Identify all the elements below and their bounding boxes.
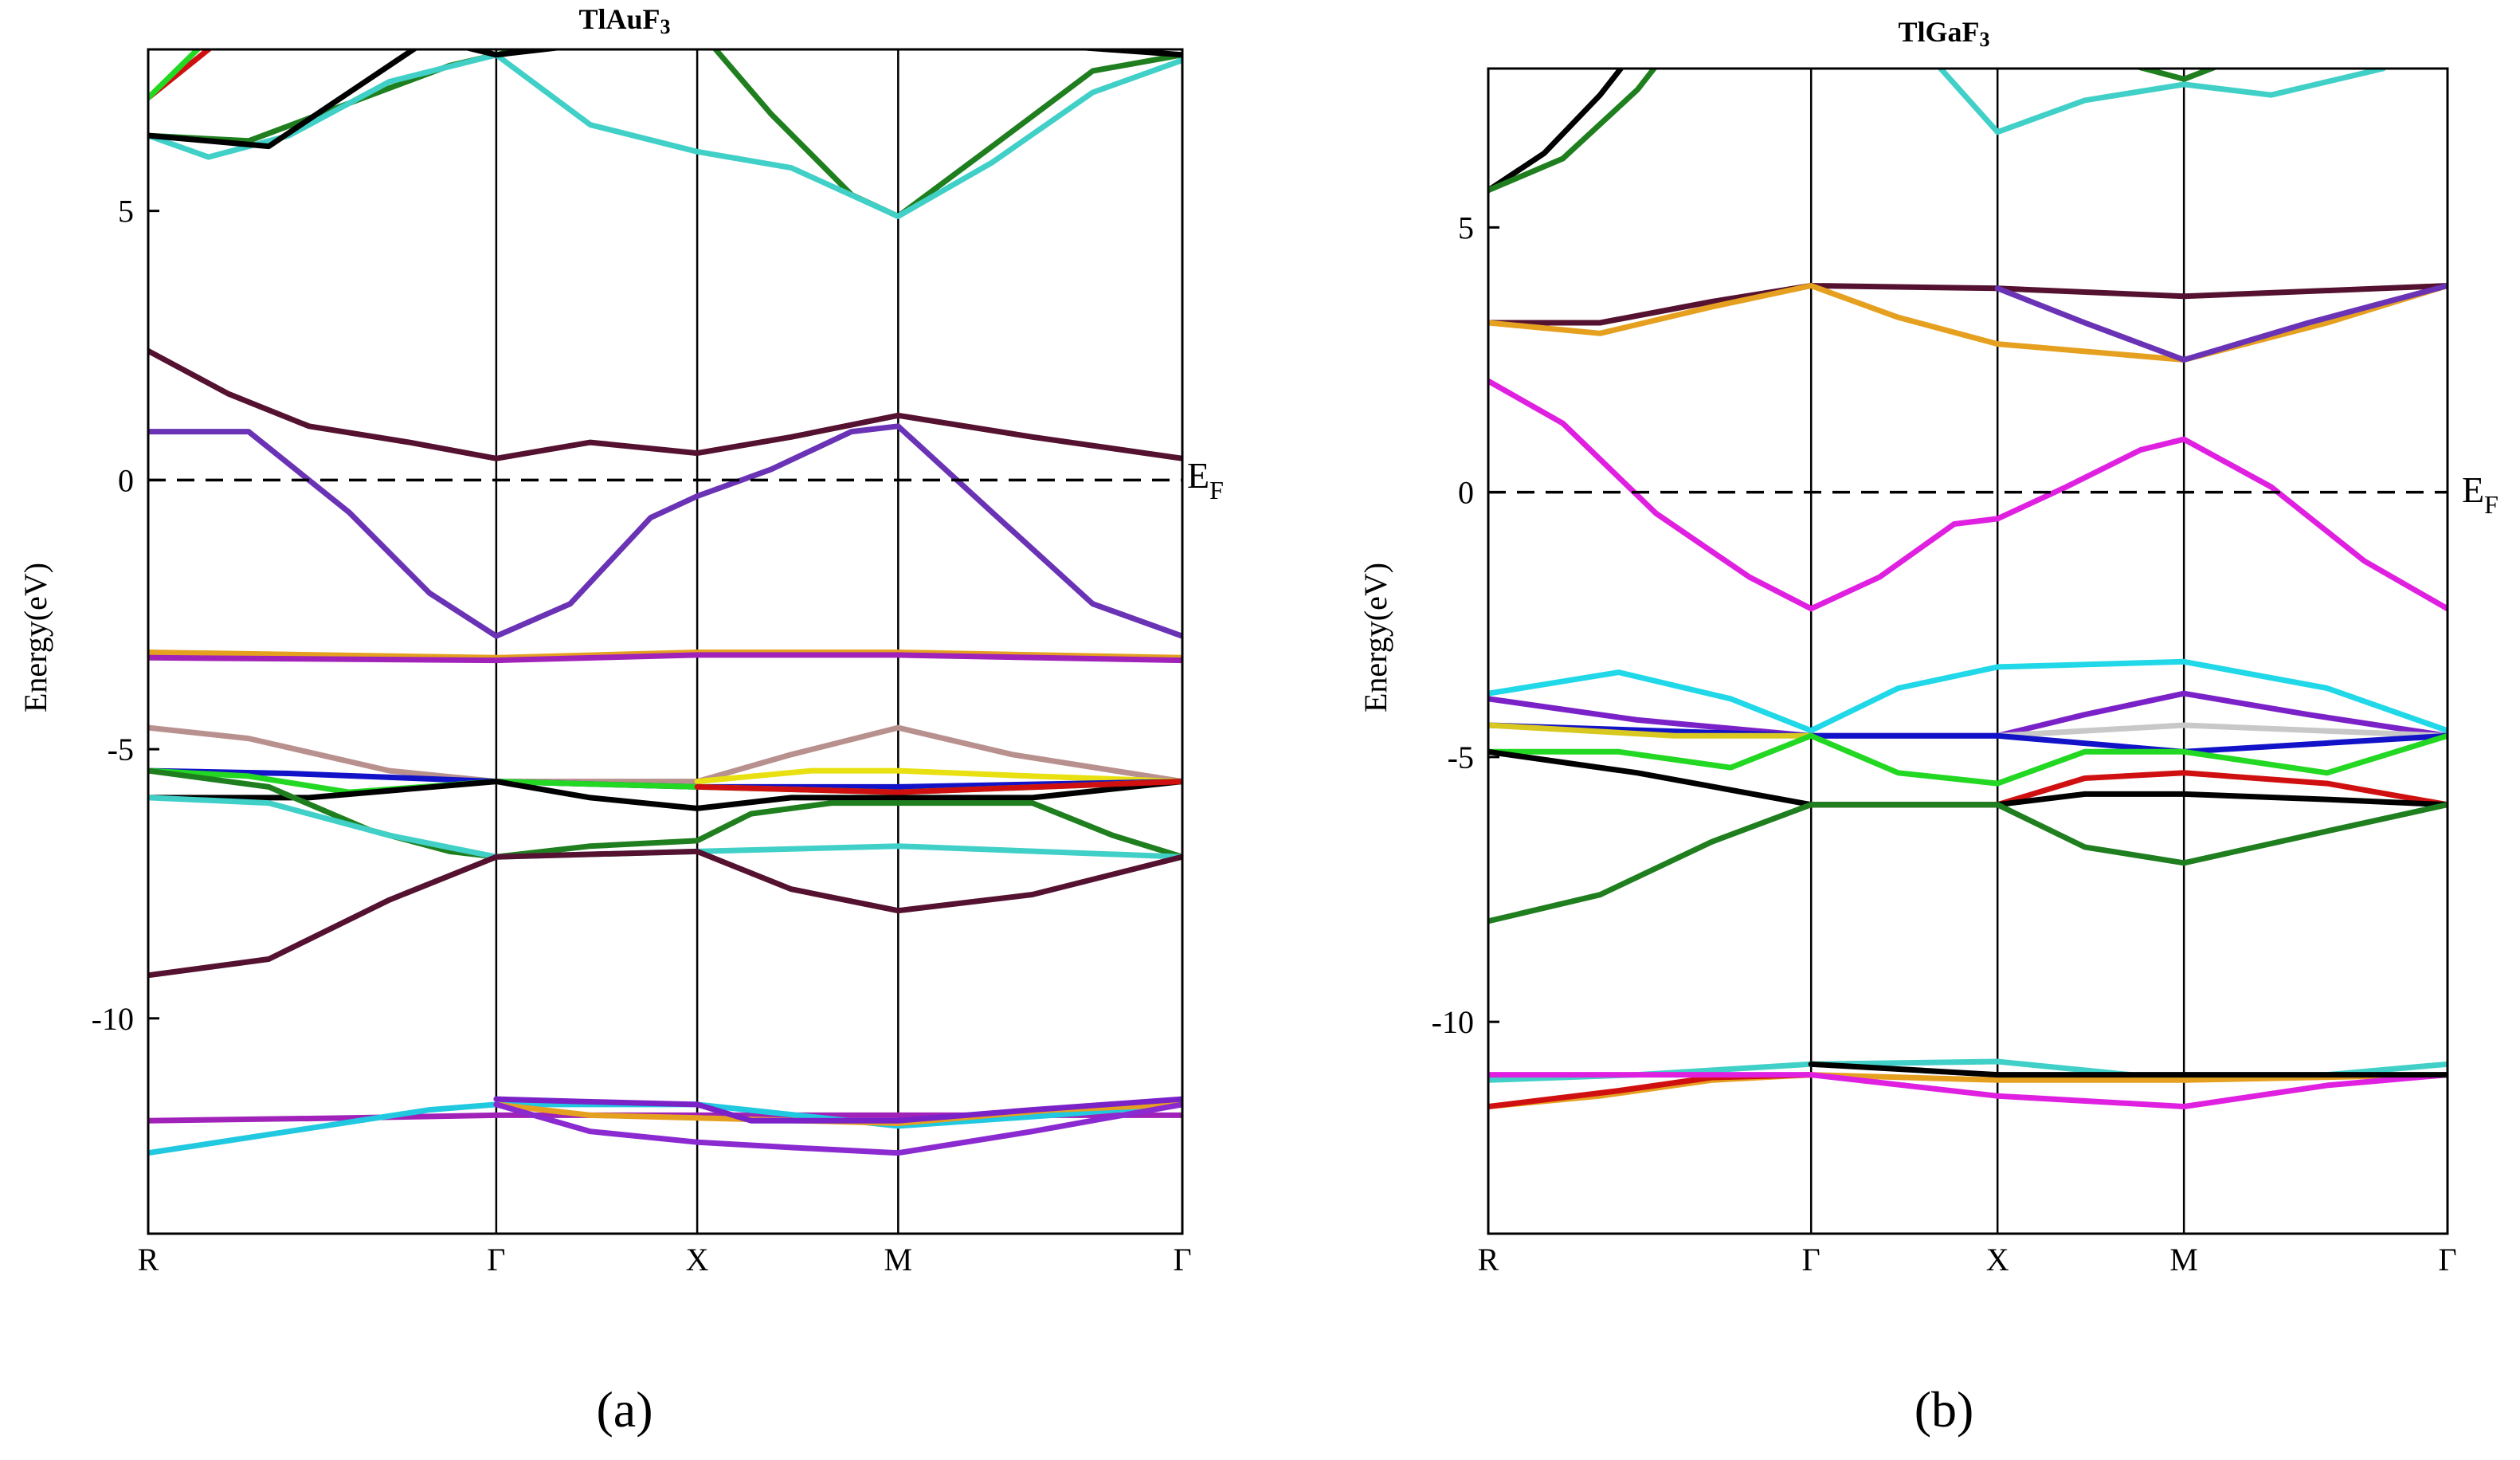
panel-b-x-tick-label: X <box>1986 1242 2009 1278</box>
panel-a-band-semicore-violet <box>493 1101 1182 1156</box>
panel-a-title: TlAuF3 <box>578 3 670 38</box>
panel-b-title-base: TlGaF <box>1898 16 1979 48</box>
panel-a-y-tick-label: 0 <box>118 462 134 498</box>
panel-b-band-conduction-purple <box>1994 283 2447 363</box>
panel-b-fermi-label-main: E <box>2462 469 2484 510</box>
panel-a-x-tick-label: Γ <box>487 1242 505 1278</box>
panel-a-band-conduction-maroon <box>148 347 1182 461</box>
panel-b-title: TlGaF3 <box>1898 16 1989 51</box>
panel-b-band-upper-black <box>1488 69 1624 194</box>
panel-b-plot-frame <box>1487 67 2449 1235</box>
panel-a-caption: (a) <box>596 1381 653 1438</box>
panel-b-band-semicore-black <box>1808 1061 2447 1078</box>
panel-b-y-tick-label: 5 <box>1458 210 1474 245</box>
panel-a-x-tick-label: Γ <box>1173 1242 1191 1278</box>
panel-b-band-purple-mid <box>1488 690 2447 739</box>
panel-a-band-upper-lime <box>148 49 202 101</box>
panel-a-y-tick-label: -5 <box>108 732 134 767</box>
panel-a-fermi-label-main: E <box>1187 455 1209 496</box>
panel-b-title-subscript: 3 <box>1980 28 1990 51</box>
panel-a-plot-frame <box>147 48 1184 1235</box>
panel-a-band-yellow <box>694 767 1182 785</box>
panel-a-fermi-label: EF <box>1187 455 1224 504</box>
panel-b-band-green-low <box>1488 802 2447 924</box>
panel-b-band-cyan-mid <box>1488 658 2447 734</box>
panel-a-title-base: TlAuF <box>578 3 660 35</box>
panel-a-y-tick-label: -10 <box>92 1001 134 1037</box>
panel-a-x-tick-label: M <box>884 1242 913 1278</box>
panel-a-band-upper-red <box>148 49 214 101</box>
panel-a-band-upper-black <box>148 49 1182 150</box>
panel-b-y-tick-label: -5 <box>1448 740 1474 775</box>
panel-a-x-tick-label: R <box>138 1242 159 1278</box>
panel-b-fermi-label-sub: F <box>2484 490 2498 519</box>
panel-a-y-tick-label: 5 <box>118 194 134 230</box>
panel-b-x-tick-label: Γ <box>2438 1242 2456 1278</box>
panel-b-y-tick-label: -10 <box>1432 1004 1474 1040</box>
panel-b-ylabel: Energy(eV) <box>1358 563 1393 712</box>
panel-b-band-conduction-orange <box>1488 283 2447 363</box>
panel-b-band-gray <box>1994 722 2447 739</box>
panel-b-band-blue <box>1488 722 2447 755</box>
panel-a-band-flat-magenta <box>148 652 1182 664</box>
panel-a-x-tick-label: X <box>686 1242 709 1278</box>
panel-a-ylabel: Energy(eV) <box>18 563 53 712</box>
panel-b-band-upper-green <box>1488 69 1658 194</box>
panel-a-band-black-mid <box>148 779 1182 811</box>
panel-b-band-upper-green-top <box>2133 69 2220 82</box>
panel-a-title-subscript: 3 <box>660 15 671 38</box>
panel-b-band-semicore-magenta <box>1488 1072 2447 1109</box>
panel-a-band-deep-maroon <box>148 848 1182 979</box>
panel-b-chart: TlGaF3 5 0 -5 -10 R Γ X M Γ Energy(eV) EF (b) <box>1358 16 2498 1438</box>
panel-b-x-tick-label: M <box>2169 1242 2198 1278</box>
panel-b-band-fermi-magenta <box>1488 378 2447 612</box>
panel-b-band-yellow <box>1488 722 1814 739</box>
panel-b-y-tick-label: 0 <box>1458 475 1474 511</box>
panel-a-band-semicore-purple <box>493 1096 1182 1124</box>
panel-b-caption: (b) <box>1914 1381 1974 1438</box>
panel-a-fermi-label-sub: F <box>1209 476 1224 504</box>
panel-b-x-tick-label: Γ <box>1802 1242 1820 1278</box>
panel-b-band-upper-cyan <box>1937 69 2389 135</box>
panel-b-band-lime <box>1488 732 2447 787</box>
panel-b-fermi-label: EF <box>2462 469 2498 519</box>
panel-a-chart: TlAuF3 5 0 -5 -10 R Γ X M Γ Energy(eV) EF (a) <box>18 3 1224 1438</box>
panel-a-band-red-mid <box>694 779 1182 795</box>
panel-a-band-fermi-crossing-purple <box>148 423 1182 639</box>
panel-b-x-tick-label: R <box>1478 1242 1499 1278</box>
panel-b-band-black-mid <box>1488 748 2447 808</box>
